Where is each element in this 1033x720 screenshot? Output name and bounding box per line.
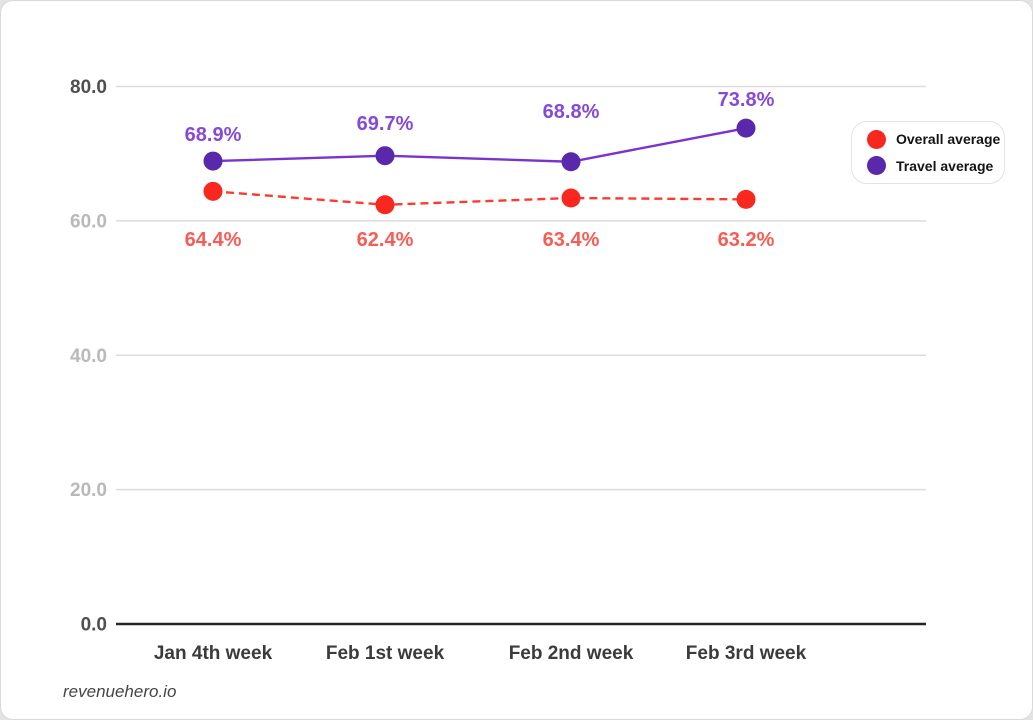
data-label: 69.7% [357, 113, 414, 135]
legend-label-travel-average: Travel average [896, 157, 994, 174]
y-axis-tick-label: 20.0 [70, 480, 107, 501]
x-axis-label: Feb 1st week [326, 643, 445, 664]
data-point-travel-average-3[interactable] [736, 118, 756, 138]
data-label: 73.8% [718, 89, 775, 111]
watermark-text: revenuehero.io [63, 682, 177, 701]
data-point-overall-average-0[interactable] [203, 181, 223, 201]
data-point-overall-average-3[interactable] [736, 189, 756, 209]
series-line-travel-average [212, 126, 747, 163]
x-axis-label: Jan 4th week [154, 643, 273, 664]
y-axis-tick-label: 0.0 [81, 615, 107, 636]
y-axis-tick-label: 80.0 [70, 77, 107, 98]
data-point-overall-average-1[interactable] [375, 195, 395, 215]
legend-item-travel-average[interactable]: Travel average [867, 156, 1004, 176]
x-axis-label: Feb 2nd week [509, 643, 634, 664]
x-axis-label: Feb 3rd week [686, 643, 807, 664]
series-line-overall-average [212, 190, 747, 206]
y-axis-tick-label: 40.0 [70, 346, 107, 367]
travel-average-dot-icon [867, 156, 886, 176]
data-point-overall-average-2[interactable] [561, 188, 581, 208]
data-point-travel-average-1[interactable] [375, 146, 395, 166]
overall-average-dot-icon [867, 129, 886, 149]
data-label: 68.8% [543, 101, 600, 123]
data-label: 68.9% [185, 124, 242, 146]
data-label: 62.4% [357, 229, 414, 251]
y-axis-tick-label: 60.0 [70, 211, 107, 232]
data-point-travel-average-2[interactable] [561, 152, 581, 172]
data-label: 63.2% [718, 229, 775, 251]
data-label: 64.4% [185, 229, 242, 251]
data-point-travel-average-0[interactable] [203, 151, 223, 171]
legend-item-overall-average[interactable]: Overall average [867, 129, 1004, 149]
chart-legend: Overall average Travel average [851, 121, 1005, 184]
legend-label-overall-average: Overall average [896, 131, 1001, 148]
data-label: 63.4% [543, 229, 600, 251]
